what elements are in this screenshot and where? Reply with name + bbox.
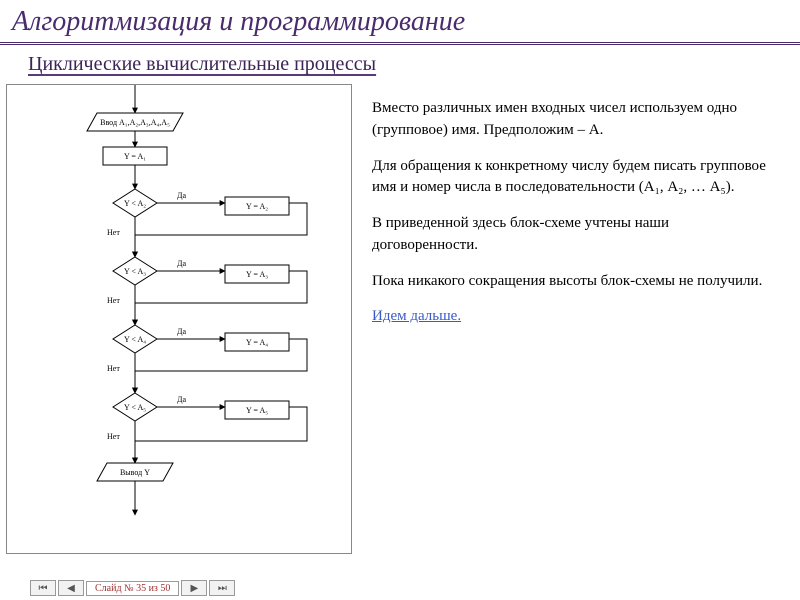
slide-navbar: ⏮ ◀ Слайд № 35 из 50 ▶ ⏭	[30, 580, 235, 596]
explanation-text: Вместо различных имен входных чисел испо…	[362, 80, 800, 554]
nav-last-button[interactable]: ⏭	[209, 580, 235, 596]
svg-text:Y = A₃: Y = A₃	[246, 270, 268, 279]
next-link[interactable]: Идем дальше.	[372, 308, 461, 324]
svg-text:Y = A₅: Y = A₅	[246, 406, 268, 415]
svg-text:Y = A₁: Y = A₁	[124, 152, 146, 161]
para-2: Для обращения к конкретному числу будем …	[372, 156, 778, 200]
svg-text:Y < A₄: Y < A₄	[124, 335, 146, 344]
content-area: Да Нет Да Нет Да Нет Да Нет Ввод A₁,A₂,A₃,A₄,A₅ Y…	[0, 80, 800, 554]
svg-text:Да: Да	[177, 191, 186, 200]
svg-text:Y < A₃: Y < A₃	[124, 267, 146, 276]
svg-text:Да: Да	[177, 395, 186, 404]
svg-text:Ввод A₁,A₂,A₃,A₄,A₅: Ввод A₁,A₂,A₃,A₄,A₅	[100, 118, 170, 127]
svg-text:Нет: Нет	[107, 228, 120, 237]
svg-text:Y < A₅: Y < A₅	[124, 403, 146, 412]
nav-next-button[interactable]: ▶	[181, 580, 207, 596]
svg-text:Вывод Y: Вывод Y	[120, 468, 150, 477]
svg-text:Y = A₂: Y = A₂	[246, 202, 268, 211]
svg-text:Нет: Нет	[107, 296, 120, 305]
para-1: Вместо различных имен входных чисел испо…	[372, 98, 778, 142]
flowchart-panel: Да Нет Да Нет Да Нет Да Нет Ввод A₁,A₂,A₃,A₄,A₅ Y…	[6, 84, 352, 554]
para-3: В приведенной здесь блок-схеме учтены на…	[372, 213, 778, 257]
nav-prev-button[interactable]: ◀	[58, 580, 84, 596]
svg-text:Y < A₂: Y < A₂	[124, 199, 146, 208]
page-title: Алгоритмизация и программирование	[0, 0, 800, 45]
slide-counter: Слайд № 35 из 50	[86, 581, 179, 596]
svg-text:Y = A₄: Y = A₄	[246, 338, 268, 347]
svg-text:Да: Да	[177, 327, 186, 336]
svg-text:Да: Да	[177, 259, 186, 268]
svg-text:Нет: Нет	[107, 432, 120, 441]
subtitle: Циклические вычислительные процессы	[28, 53, 376, 76]
svg-text:Нет: Нет	[107, 364, 120, 373]
title-text: Алгоритмизация и программирование	[12, 6, 465, 37]
para-4: Пока никакого сокращения высоты блок-схе…	[372, 271, 778, 293]
nav-first-button[interactable]: ⏮	[30, 580, 56, 596]
flowchart-svg: Да Нет Да Нет Да Нет Да Нет Ввод A₁,A₂,A₃,A₄,A₅ Y…	[7, 85, 353, 555]
subtitle-text: Циклические вычислительные процессы	[28, 53, 376, 75]
